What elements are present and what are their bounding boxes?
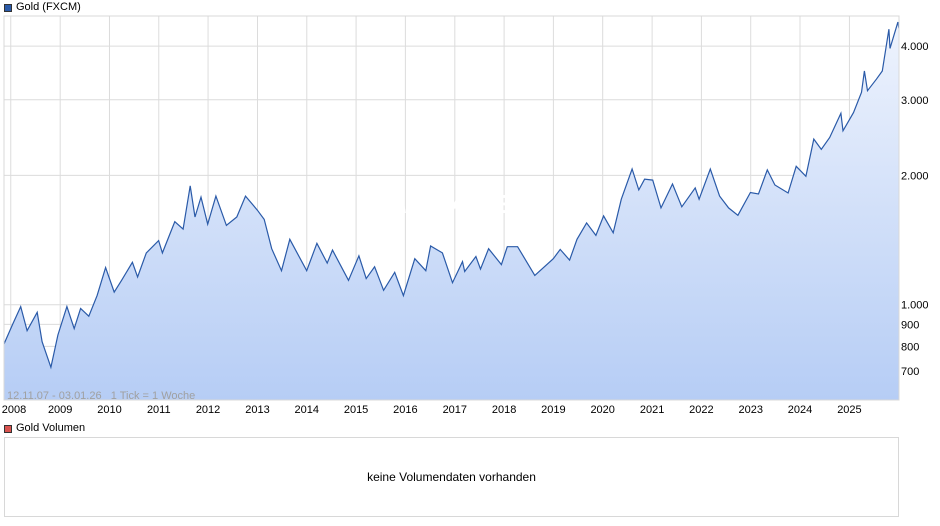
y-tick-label: 900 <box>901 319 919 331</box>
plot-frame <box>3 15 900 401</box>
x-tick-label: 2016 <box>393 404 417 416</box>
x-tick-label: 2025 <box>837 404 861 416</box>
x-tick-label: 2022 <box>689 404 713 416</box>
price-legend-label: Gold (FXCM) <box>16 1 81 13</box>
price-line <box>3 21 900 370</box>
x-tick-label: 2023 <box>738 404 762 416</box>
y-tick-label: 700 <box>901 366 919 378</box>
y-tick-label: 800 <box>901 341 919 353</box>
x-axis: 2008 2009 2010 2011 2012 2013 2014 2015 2016 2017… <box>2 404 862 416</box>
x-tick-label: 2017 <box>443 404 467 416</box>
price-area <box>4 22 899 400</box>
x-tick-label: 2014 <box>295 404 319 416</box>
price-legend-swatch <box>4 3 12 12</box>
x-tick-label: 2015 <box>344 404 368 416</box>
range-info: 12.11.07 - 03.01.26 1 Tick = 1 Woche <box>7 390 195 402</box>
y-tick-label: 2.000 <box>901 170 929 182</box>
x-tick-label: 2009 <box>48 404 72 416</box>
x-tick-label: 2020 <box>590 404 614 416</box>
x-tick-label: 2013 <box>245 404 269 416</box>
price-chart: ARIVA.DE 12.11.07 - 03.01.26 1 Tick = 1 … <box>2 15 929 416</box>
volume-panel: keine Volumendaten vorhanden <box>4 437 899 517</box>
y-tick-label: 1.000 <box>901 300 929 312</box>
x-tick-label: 2018 <box>492 404 516 416</box>
no-volume-message: keine Volumendaten vorhanden <box>367 470 536 484</box>
volume-legend-label: Gold Volumen <box>16 422 86 434</box>
y-axis: 700 800 900 1.000 2.000 3.000 4.000 <box>901 41 929 378</box>
x-tick-label: 2012 <box>196 404 220 416</box>
y-tick-label: 3.000 <box>901 95 929 107</box>
price-legend: Gold (FXCM) <box>4 1 81 14</box>
y-tick-label: 4.000 <box>901 41 929 53</box>
x-tick-label: 2024 <box>788 404 812 416</box>
x-tick-label: 2008 <box>2 404 26 416</box>
ariva-watermark: ARIVA.DE <box>388 189 512 219</box>
x-tick-label: 2011 <box>147 404 171 416</box>
x-tick-label: 2019 <box>541 404 565 416</box>
volume-legend-swatch <box>4 424 12 433</box>
volume-legend: Gold Volumen <box>4 422 85 435</box>
x-tick-label: 2021 <box>640 404 664 416</box>
x-tick-label: 2010 <box>97 404 121 416</box>
